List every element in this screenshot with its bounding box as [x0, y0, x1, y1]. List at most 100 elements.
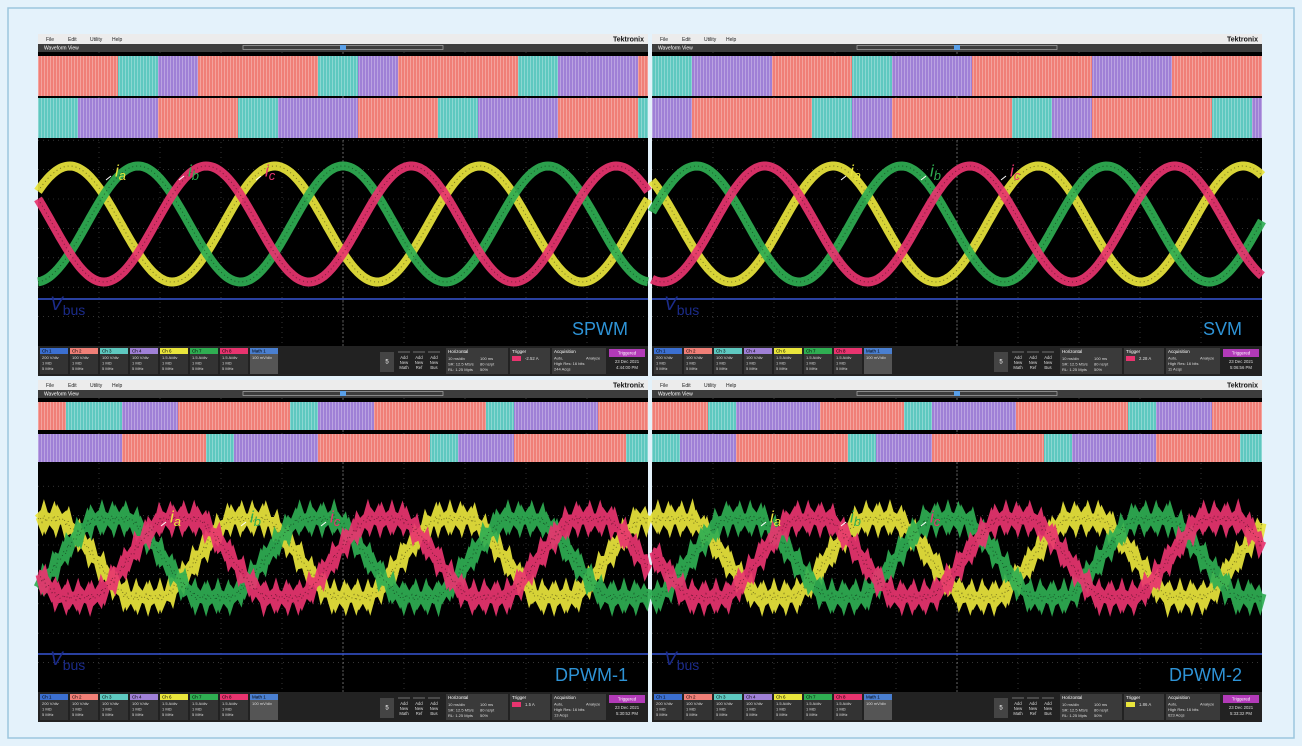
- horizontal-setting: 80 ns/pt: [1094, 708, 1109, 713]
- add-button-text: Bus: [430, 711, 437, 716]
- horizontal-setting: 80 ns/pt: [480, 362, 495, 367]
- channel-setting: 1.5 A/div: [836, 701, 851, 706]
- date: 23 Dec 2021: [615, 705, 640, 710]
- mode-label: SPWM: [572, 319, 628, 339]
- channel-setting: 1 MΩ: [132, 361, 142, 366]
- acquisition-count: 13 Acqs: [554, 713, 568, 718]
- mode-label: SVM: [1203, 319, 1242, 339]
- trigger-level: 2.28 A: [1139, 356, 1151, 361]
- channel-name: Ch 1: [42, 694, 52, 699]
- channel-setting: 5 MHz: [132, 366, 144, 371]
- channel-setting: 5 MHz: [716, 366, 728, 371]
- trigger-source: [512, 702, 521, 707]
- time: 4:44:00 PM: [616, 365, 638, 370]
- pwm-hatch: [38, 402, 648, 430]
- channel-setting: 100 V/div: [102, 701, 119, 706]
- channel-setting: 5 MHz: [72, 366, 84, 371]
- mode-label: DPWM-2: [1169, 665, 1242, 685]
- horizontal-setting: SR: 12.5 MS/s: [1062, 708, 1088, 713]
- channel-setting: 5 MHz: [222, 366, 234, 371]
- channel-setting: 5 MHz: [836, 712, 848, 717]
- acquisition-setting: Analyze: [1200, 356, 1215, 361]
- menu-item: Utility: [90, 383, 103, 389]
- view-title: Waveform View: [658, 392, 693, 398]
- channel-setting: 1 MΩ: [806, 707, 816, 712]
- channel-setting: 5 MHz: [776, 366, 788, 371]
- acquisition-setting: Auto,: [1168, 702, 1177, 707]
- acquisition-setting: High Res: 16 bits: [554, 707, 584, 712]
- channel-setting: 1 MΩ: [836, 707, 846, 712]
- horizontal-setting: SR: 12.5 MS/s: [1062, 362, 1088, 367]
- channel-setting: 1 MΩ: [102, 361, 112, 366]
- time: 5:06:56 PM: [1230, 365, 1252, 370]
- date: 23 Dec 2021: [615, 359, 640, 364]
- channel-setting: 5 MHz: [192, 366, 204, 371]
- acquisition-title: Acquisition: [1168, 695, 1190, 700]
- horizontal-setting: 50%: [480, 713, 488, 718]
- channel-name: Ch 7: [192, 348, 202, 353]
- menu-bar: [38, 380, 648, 390]
- brand: Tektronix: [613, 36, 644, 43]
- channel-name: Ch 3: [716, 348, 726, 353]
- add-button-text: Ref: [1030, 365, 1037, 370]
- acquisition-setting: Analyze: [586, 702, 601, 707]
- vbus-subscript: bus: [677, 302, 700, 318]
- trigger-source: [512, 356, 521, 361]
- channel-setting: 1 MΩ: [776, 707, 786, 712]
- current-subscript: b: [192, 168, 199, 183]
- triggered: Triggered: [1232, 350, 1251, 355]
- channel-name: Math 1: [252, 348, 266, 353]
- channel-setting: 5 MHz: [656, 712, 668, 717]
- add-button-text: Ref: [1030, 711, 1037, 716]
- channel-setting: 5 MHz: [192, 712, 204, 717]
- add-button-text: Math: [399, 711, 409, 716]
- channel-setting: 1 MΩ: [686, 707, 696, 712]
- trigger-level: 1.5 A: [525, 702, 535, 707]
- trigger-title: Trigger: [512, 695, 527, 700]
- vbus-subscript: bus: [63, 657, 86, 673]
- time: 5:30:52 PM: [616, 711, 638, 716]
- horizontal-setting: 100 ms: [1094, 356, 1107, 361]
- channel-name: Ch 3: [716, 694, 726, 699]
- channel-setting: 5 MHz: [162, 366, 174, 371]
- horizontal-setting: RL: 1.25 Mpts: [1062, 367, 1087, 372]
- menu-item: Edit: [68, 37, 77, 43]
- channel-setting: 1 MΩ: [656, 361, 666, 366]
- menu-item: Help: [112, 383, 123, 389]
- channel-setting: 200 V/div: [42, 701, 59, 706]
- triggered: Triggered: [618, 350, 637, 355]
- channel-setting: 100 mV/div: [866, 701, 886, 706]
- channel-name: Ch 2: [72, 694, 82, 699]
- add-button-text: Math: [399, 365, 409, 370]
- current-subscript: c: [334, 514, 341, 529]
- channel-name: Ch 4: [746, 694, 756, 699]
- channel-setting: 1 MΩ: [72, 361, 82, 366]
- menu-item: File: [660, 383, 668, 389]
- acquisition-count: 244 Acqs: [554, 367, 570, 372]
- menu-item: File: [660, 37, 668, 43]
- trigger-title: Trigger: [512, 349, 527, 354]
- channel-setting: 5 MHz: [162, 712, 174, 717]
- menu-item: Edit: [682, 37, 691, 43]
- channel-name: Ch 4: [132, 694, 142, 699]
- channel-name: Ch 3: [102, 694, 112, 699]
- add-button-text: Math: [1013, 365, 1023, 370]
- channel-setting: 100 V/div: [102, 355, 119, 360]
- pwm-hatch: [38, 434, 648, 462]
- view-title: Waveform View: [44, 392, 79, 398]
- pwm-hatch: [652, 98, 1262, 138]
- channel-name: Ch 8: [222, 348, 232, 353]
- channel-setting: 1.5 A/div: [162, 355, 177, 360]
- menu-item: Utility: [704, 383, 717, 389]
- channel-setting: 1.5 A/div: [776, 355, 791, 360]
- channel-setting: 5 MHz: [102, 712, 114, 717]
- horizontal-setting: 100 ms: [1094, 702, 1107, 707]
- channel-setting: 5 MHz: [132, 712, 144, 717]
- channel-name: Ch 6: [162, 694, 172, 699]
- add-button-text: Math: [1013, 711, 1023, 716]
- menu-item: File: [46, 383, 54, 389]
- channel-setting: 200 V/div: [656, 355, 673, 360]
- menu-item: Help: [112, 37, 123, 43]
- trigger-title: Trigger: [1126, 695, 1141, 700]
- date: 23 Dec 2021: [1229, 705, 1254, 710]
